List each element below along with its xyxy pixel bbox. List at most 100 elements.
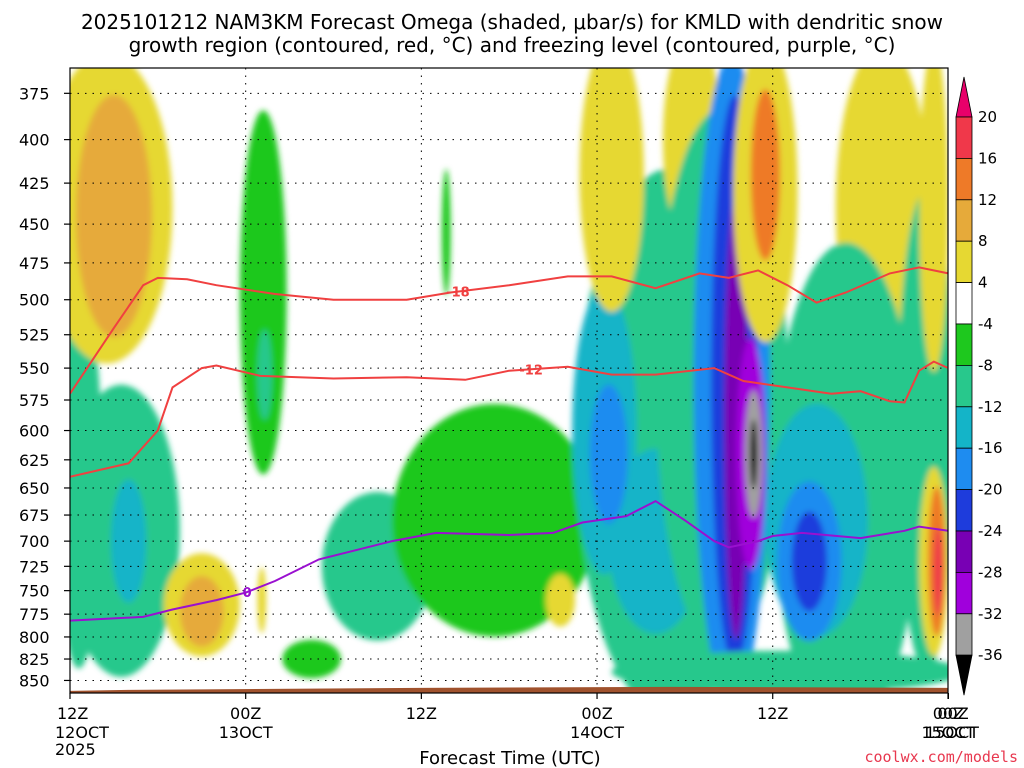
plot-area: -18 -12 0 [70,68,948,693]
omega-region-lift-low-center-core [345,531,381,592]
colorbar-level-7: -12 [978,398,1003,416]
y-tick-label-775: 775 [19,605,50,624]
x-tick-time-5: 00Z [933,704,964,723]
colorbar-level-11: -28 [978,563,1003,581]
y-tick-label-450: 450 [19,215,50,234]
colorbar-level-2: 12 [978,191,997,209]
x-tick-time-1: 00Z [230,704,261,723]
y-tick-label-550: 550 [19,359,50,378]
x-tick-time-end: 00Z [937,704,968,723]
omega-region-sink-edge-upper [919,68,948,372]
colorbar-top-arrow [955,76,973,118]
omega-region-sink-upper-47z-core [750,89,781,261]
freezing-level-label: 0 [243,586,252,601]
y-tick-label-475: 475 [19,254,50,273]
y-tick-label-375: 375 [19,84,50,103]
omega-region-sink-low-west-core [179,576,224,647]
omega-region-lift-column-extreme-core [750,419,758,489]
colorbar-level-10: -24 [978,522,1003,540]
x-axis-label: Forecast Time (UTC) [419,748,600,768]
omega-region-sink-small-33z [545,573,576,627]
y-tick-label-500: 500 [19,291,50,310]
dgz-isotherm-label-1: -12 [519,363,543,378]
x-tick-date-5: 15OCT [921,723,975,742]
x-tick-time-4: 12Z [757,704,788,723]
colorbar-level-12: -32 [978,605,1003,623]
y-tick-label-425: 425 [19,174,50,193]
omega-region-sink-upper-west-core [75,94,152,338]
dgz-isotherm-1 [70,360,948,478]
freezing-level-line [70,499,948,622]
y-tick-label-725: 725 [19,557,50,576]
dgz-isotherm-0 [70,266,948,395]
colorbar-swatch-7 [955,364,973,408]
y-tick-label-525: 525 [19,326,50,345]
y-tick-label-575: 575 [19,391,50,410]
colorbar-swatch-13 [955,613,973,656]
y-tick-label-825: 825 [19,650,50,669]
chart-title-line2: growth region (contoured, red, °C) and f… [129,33,896,57]
colorbar-level-13: -36 [978,646,1003,664]
y-tick-label-750: 750 [19,582,50,601]
chart-title-line1: 2025101212 NAM3KM Forecast Omega (shaded… [81,10,943,34]
x-tick-date-end: 15OCT [925,723,979,742]
colorbar-level-6: -8 [978,356,993,374]
x-tick-time-2: 12Z [406,704,437,723]
y-tick-label-850: 850 [19,671,50,690]
colorbar-level-0: 20 [978,108,997,126]
colorbar-swatch-12 [955,572,973,615]
x-tick-date-1: 13OCT [219,723,273,742]
omega-region-lift-thin-upper [441,168,451,296]
y-tick-label-800: 800 [19,628,50,647]
colorbar-swatch-6 [955,323,973,366]
plot-frame [69,67,949,694]
credit-text: coolwx.com/models [864,748,1018,766]
colorbar-swatch-3 [955,199,973,242]
terrain-surface [70,686,948,693]
omega-region-lift-core-west [110,479,147,603]
contours: -18 -12 0 [70,266,948,622]
colorbar-swatch-8 [955,406,973,449]
y-tick-label-700: 700 [19,532,50,551]
colorbar-swatch-11 [955,530,973,573]
colorbar-level-9: -20 [978,481,1003,499]
colorbar-bottom-arrow [955,654,973,696]
x-tick-date-3: 14OCT [570,723,624,742]
y-axis: 375 400 425 450 475 500 525 550 575 600 625 650 675 7… [19,84,70,690]
omega-region-lift-mid-27z [392,404,598,637]
omega-region-lift-column-13oct-core [257,329,273,420]
omega-region-sink-edge-low-center [933,527,943,616]
colorbar-level-1: 16 [978,149,997,167]
omega-region-lift-east-core [589,384,628,524]
y-tick-label-600: 600 [19,422,50,441]
colorbar-swatch-5 [955,282,973,325]
omega-region-lift-low-left [282,639,341,679]
omega-region-sink-thin-13oct [257,567,267,634]
x-tick-year-0: 2025 [55,740,96,759]
colorbar-level-3: 8 [978,232,988,250]
colorbar: 20 16 12 8 4 -4 -8 -12 -16 -20 -24 -28 -32 -36 [955,76,1003,696]
colorbar-level-4: 4 [978,274,988,292]
colorbar-swatch-10 [955,489,973,532]
omega-region-lift-east-band-center [791,511,827,612]
y-tick-label-625: 625 [19,451,50,470]
colorbar-level-5: -4 [978,315,993,333]
colorbar-swatch-9 [955,447,973,491]
colorbar-swatch-2 [955,157,973,201]
omega-region-lift-low-level-east [611,650,948,693]
x-tick-time-0: 12Z [57,704,88,723]
terrain [70,686,948,693]
y-tick-label-675: 675 [19,506,50,525]
y-tick-label-400: 400 [19,131,50,150]
dgz-isotherm-label-0: -18 [446,286,470,301]
colorbar-swatch-1 [955,116,973,159]
colorbar-level-8: -16 [978,439,1003,457]
x-tick-time-3: 00Z [581,704,612,723]
omega-shading [70,68,948,693]
colorbar-swatch-4 [955,240,973,283]
y-tick-label-650: 650 [19,479,50,498]
x-tick-date-0: 12OCT [55,723,109,742]
omega-region-sink-upper-37z [579,68,644,312]
